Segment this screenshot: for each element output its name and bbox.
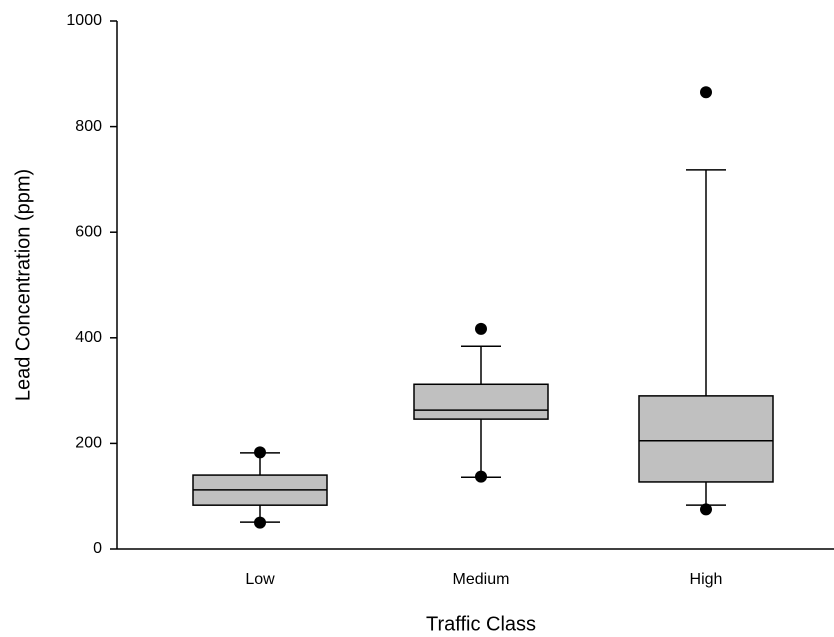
y-tick-label: 600 [75, 223, 102, 240]
outlier [700, 503, 712, 516]
box [413, 383, 549, 420]
x-tick-label: Medium [453, 571, 510, 588]
y-axis-label: Lead Concentration (ppm) [12, 169, 34, 401]
box [638, 395, 774, 483]
y-tick-label: 1000 [66, 12, 102, 29]
y-tick-label: 800 [75, 118, 102, 135]
y-tick-label: 0 [93, 540, 102, 557]
outlier [254, 516, 266, 529]
x-tick-label: High [690, 571, 723, 588]
x-tick-label: Low [245, 571, 275, 588]
outlier [700, 86, 712, 99]
y-tick-label: 200 [75, 435, 102, 452]
outlier [475, 322, 487, 335]
x-axis-label: Traffic Class [426, 613, 536, 635]
outlier [254, 446, 266, 459]
y-tick-label: 400 [75, 329, 102, 346]
outlier [475, 470, 487, 483]
